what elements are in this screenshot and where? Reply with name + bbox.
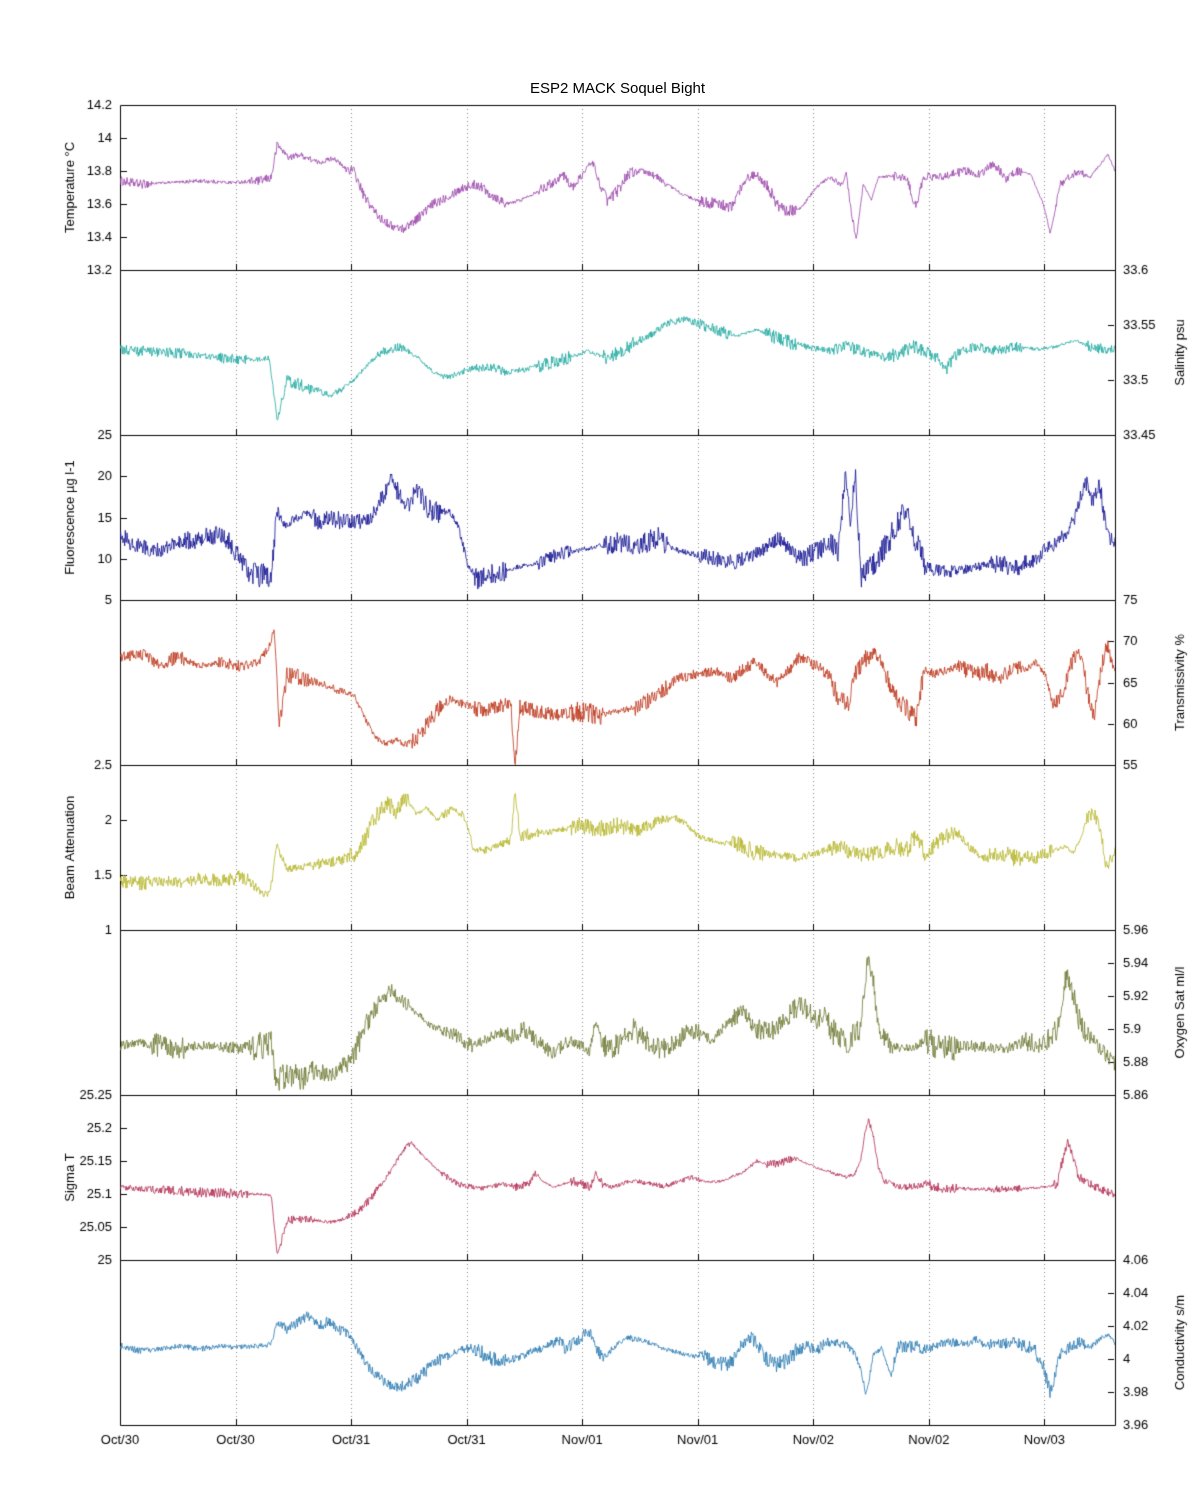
multi-panel-timeseries-chart: ESP2 MACK Soquel Bight xyxy=(0,0,1200,1501)
chart-canvas xyxy=(0,0,1200,1501)
